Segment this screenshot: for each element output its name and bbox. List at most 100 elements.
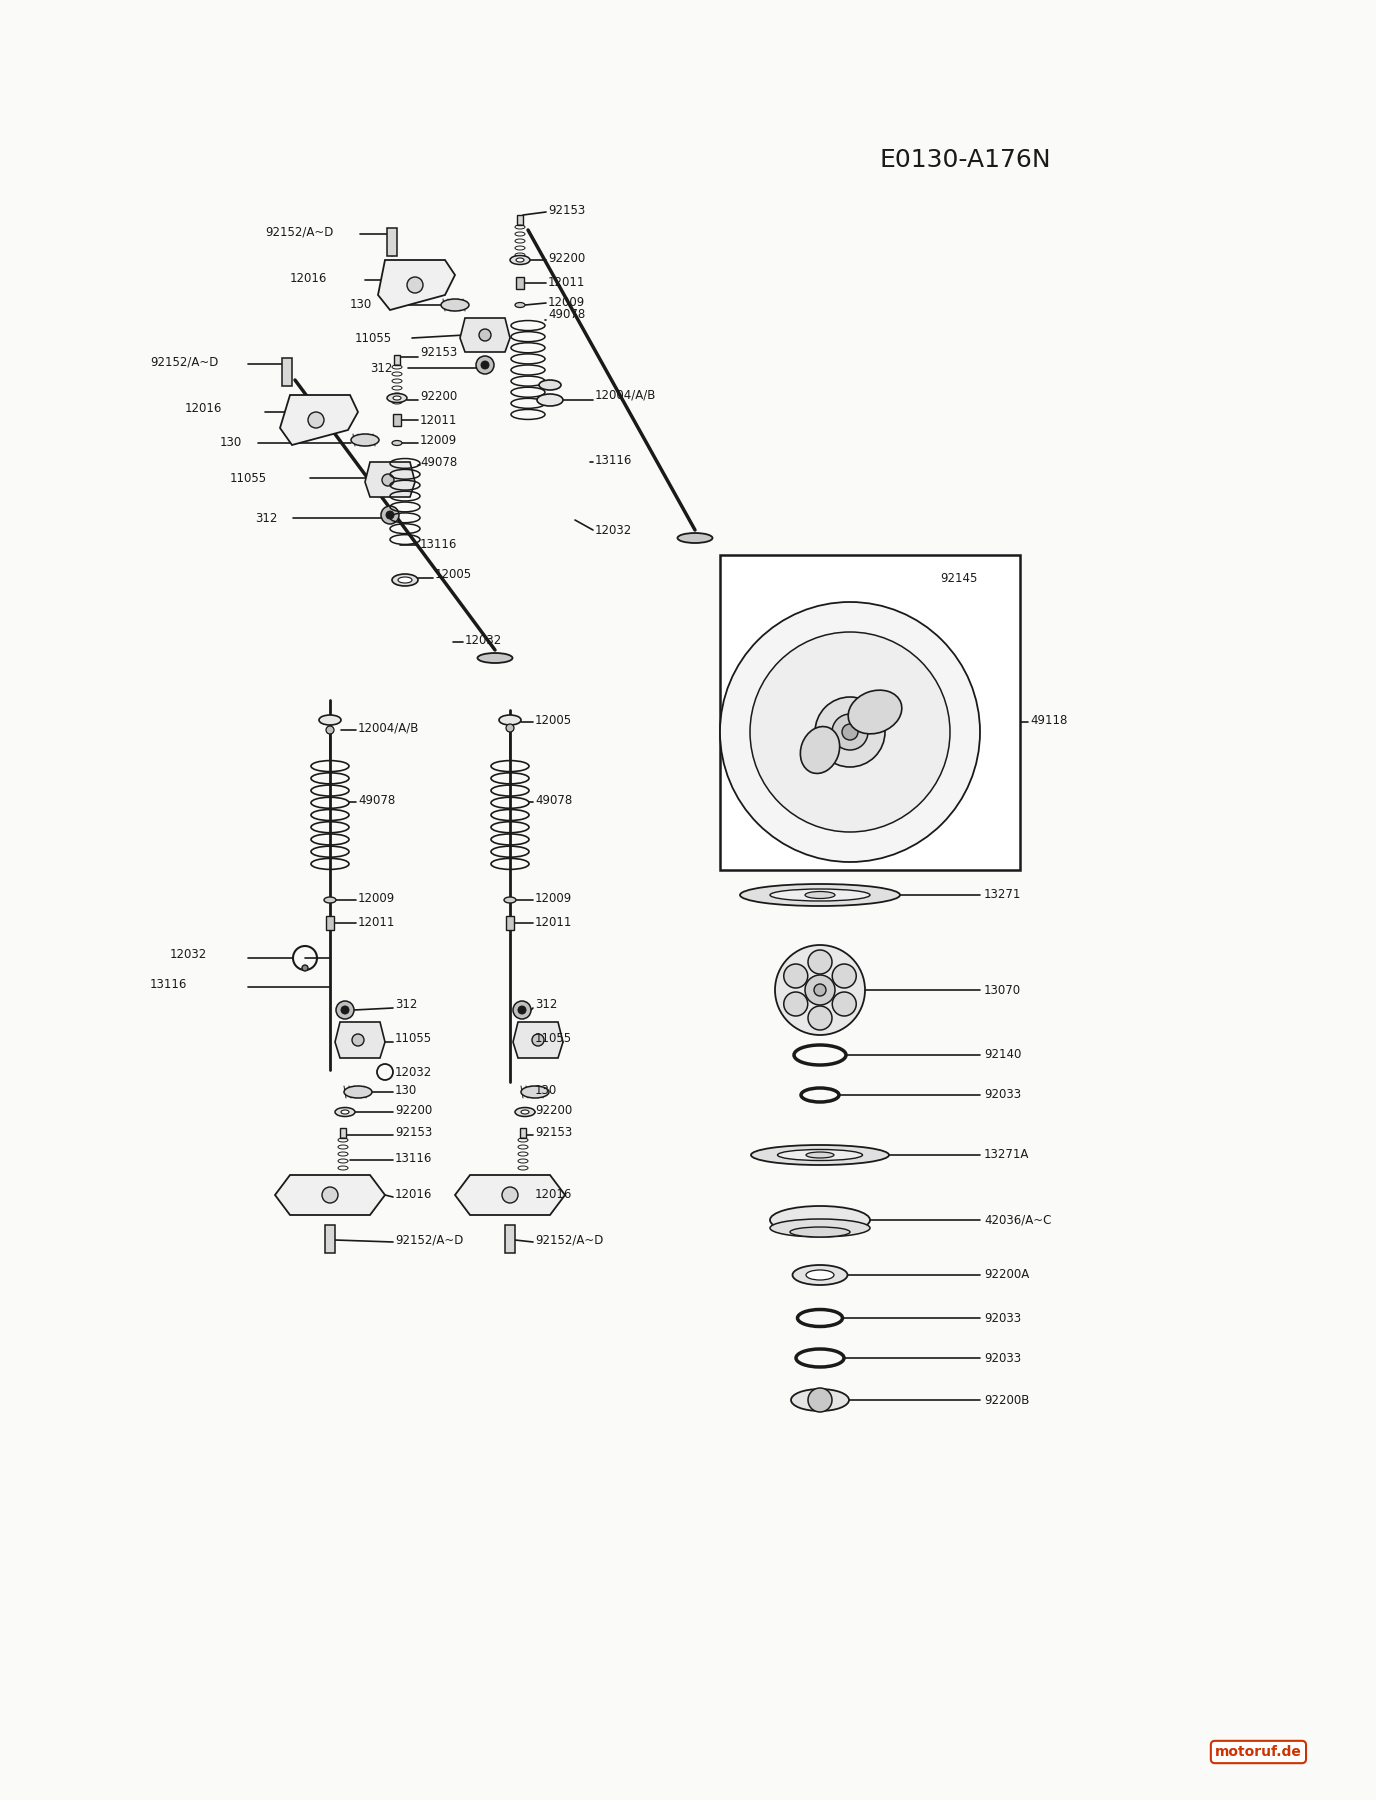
Text: 12016: 12016 — [290, 272, 327, 284]
Circle shape — [322, 1186, 338, 1202]
Polygon shape — [513, 1022, 563, 1058]
Ellipse shape — [771, 1206, 870, 1235]
Text: 92140: 92140 — [984, 1048, 1021, 1062]
Text: 92152/A~D: 92152/A~D — [535, 1233, 603, 1246]
Ellipse shape — [791, 1390, 849, 1411]
Text: 92033: 92033 — [984, 1352, 1021, 1364]
Text: 130: 130 — [395, 1084, 417, 1096]
Bar — [387, 229, 398, 256]
Circle shape — [808, 950, 832, 974]
Circle shape — [336, 1001, 354, 1019]
Circle shape — [381, 506, 399, 524]
Ellipse shape — [806, 1271, 834, 1280]
Polygon shape — [378, 259, 455, 310]
Circle shape — [784, 965, 808, 988]
Text: 12032: 12032 — [171, 949, 208, 961]
Bar — [326, 916, 334, 931]
Circle shape — [352, 1033, 365, 1046]
Text: 11055: 11055 — [535, 1031, 572, 1044]
Circle shape — [805, 976, 835, 1004]
Text: 11055: 11055 — [355, 331, 392, 344]
Circle shape — [387, 511, 394, 518]
Text: 12004/A/B: 12004/A/B — [358, 722, 420, 734]
Text: 12009: 12009 — [420, 434, 457, 446]
Text: 12005: 12005 — [435, 569, 472, 581]
Text: 92200: 92200 — [548, 252, 585, 265]
Circle shape — [784, 992, 808, 1015]
Ellipse shape — [677, 533, 713, 544]
Ellipse shape — [323, 896, 336, 904]
Text: 12009: 12009 — [548, 297, 585, 310]
Text: 92153: 92153 — [535, 1127, 572, 1139]
Bar — [520, 1129, 526, 1138]
Text: 12016: 12016 — [535, 1188, 572, 1202]
Text: 12032: 12032 — [465, 634, 502, 646]
Circle shape — [407, 277, 422, 293]
Text: 12011: 12011 — [548, 277, 585, 290]
Ellipse shape — [334, 1107, 355, 1116]
Ellipse shape — [740, 884, 900, 905]
Circle shape — [832, 992, 856, 1015]
Text: 12011: 12011 — [358, 916, 395, 929]
Bar — [340, 1129, 345, 1138]
Text: 13116: 13116 — [395, 1152, 432, 1165]
Ellipse shape — [805, 891, 835, 898]
Text: 92200: 92200 — [535, 1103, 572, 1116]
Circle shape — [341, 1006, 350, 1013]
Text: 130: 130 — [350, 299, 373, 311]
Bar — [505, 1226, 515, 1253]
Ellipse shape — [516, 257, 524, 263]
Circle shape — [506, 724, 515, 733]
Bar — [720, 554, 1020, 869]
Text: 92200A: 92200A — [984, 1269, 1029, 1282]
Text: 12016: 12016 — [395, 1188, 432, 1202]
Text: 13116: 13116 — [420, 538, 457, 551]
Ellipse shape — [801, 727, 839, 774]
Text: 92152/A~D: 92152/A~D — [150, 356, 219, 369]
Text: 49078: 49078 — [548, 308, 585, 322]
Bar — [516, 277, 524, 290]
Text: 92153: 92153 — [395, 1127, 432, 1139]
Text: 12032: 12032 — [594, 524, 632, 536]
Text: 92033: 92033 — [984, 1089, 1021, 1102]
Text: 13116: 13116 — [150, 979, 187, 992]
Text: 12005: 12005 — [535, 713, 572, 727]
Ellipse shape — [806, 1152, 834, 1157]
Ellipse shape — [394, 396, 400, 400]
Ellipse shape — [793, 1265, 848, 1285]
Text: 312: 312 — [370, 362, 392, 374]
Text: 12016: 12016 — [184, 401, 223, 414]
Text: 92145: 92145 — [940, 572, 977, 585]
Circle shape — [815, 697, 885, 767]
Ellipse shape — [790, 1228, 850, 1237]
Circle shape — [808, 1006, 832, 1030]
Ellipse shape — [777, 1150, 863, 1161]
Text: 12032: 12032 — [395, 1066, 432, 1078]
Circle shape — [832, 715, 868, 751]
Ellipse shape — [440, 299, 469, 311]
Ellipse shape — [522, 1111, 528, 1114]
Text: 92200: 92200 — [420, 391, 457, 403]
Bar — [282, 358, 292, 385]
Text: 12011: 12011 — [420, 414, 457, 427]
Text: 92200B: 92200B — [984, 1393, 1029, 1406]
Text: 12004/A/B: 12004/A/B — [594, 389, 656, 401]
Circle shape — [842, 724, 859, 740]
Ellipse shape — [477, 653, 512, 662]
Ellipse shape — [537, 394, 563, 407]
Circle shape — [479, 329, 491, 340]
Polygon shape — [279, 394, 358, 445]
Polygon shape — [275, 1175, 385, 1215]
Ellipse shape — [751, 1145, 889, 1165]
Text: 11055: 11055 — [230, 472, 267, 484]
Ellipse shape — [771, 1219, 870, 1237]
Text: 12009: 12009 — [535, 891, 572, 904]
Text: 13271: 13271 — [984, 889, 1021, 902]
Ellipse shape — [539, 380, 561, 391]
Text: 312: 312 — [255, 511, 278, 524]
Ellipse shape — [771, 889, 870, 902]
Ellipse shape — [341, 1111, 350, 1114]
Ellipse shape — [510, 256, 530, 265]
Text: 11055: 11055 — [395, 1031, 432, 1044]
Circle shape — [517, 1006, 526, 1013]
